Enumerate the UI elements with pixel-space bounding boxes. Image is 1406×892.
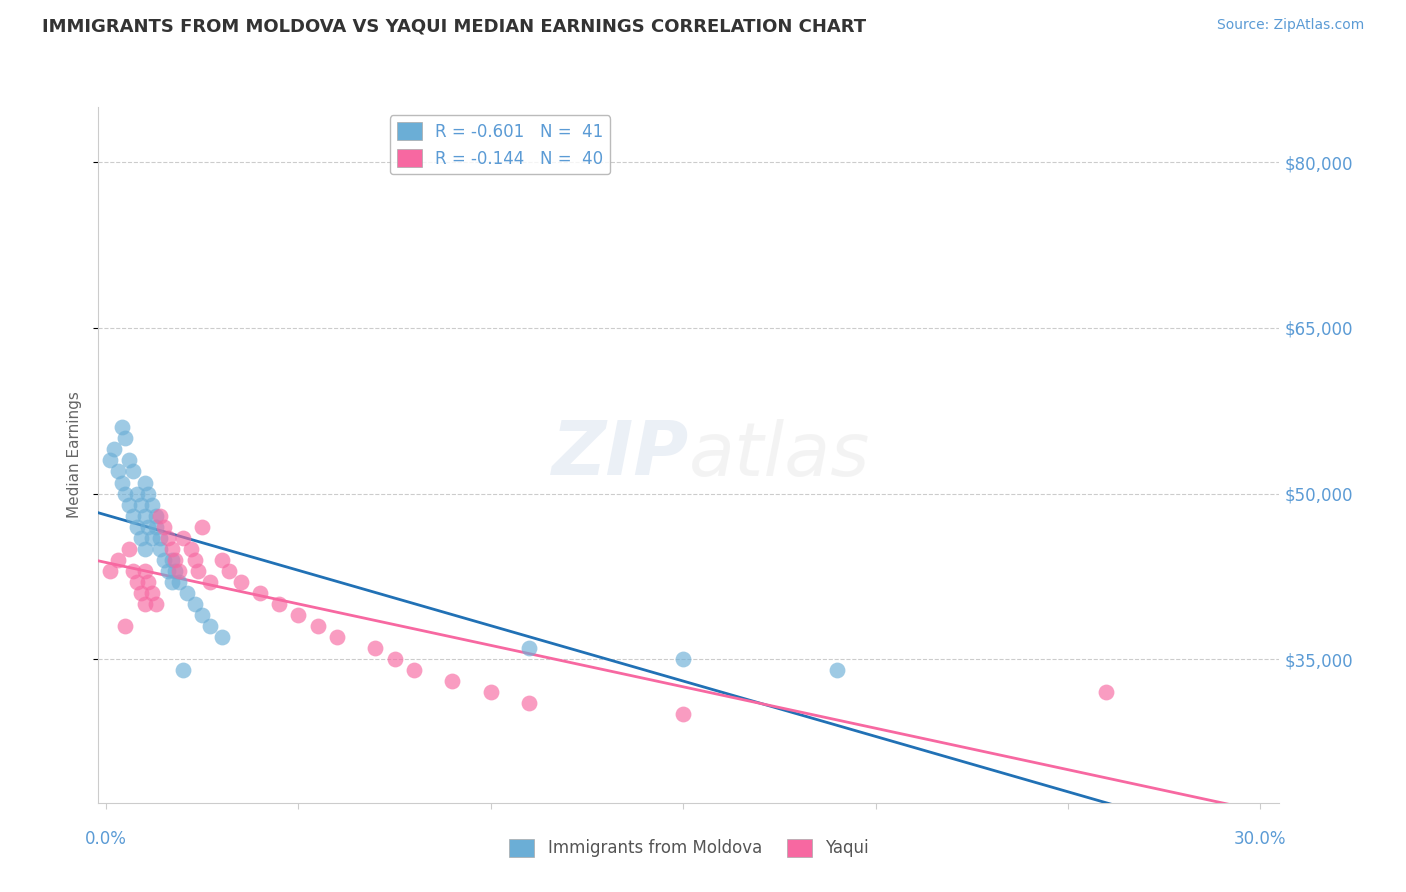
Point [145, 597, 167, 611]
Point [198, 574, 221, 589]
Point [160, 574, 183, 589]
Point [191, 608, 214, 623]
Point [149, 508, 172, 523]
Point [441, 674, 464, 689]
Point [160, 541, 183, 556]
Point [156, 564, 179, 578]
Y-axis label: Median Earnings: Median Earnings [66, 392, 82, 518]
Point [98, 453, 121, 467]
Point [183, 553, 205, 567]
Point [160, 553, 183, 567]
Point [153, 519, 176, 533]
Point [517, 641, 540, 656]
Point [326, 630, 349, 644]
Point [125, 574, 148, 589]
Point [141, 498, 163, 512]
Point [122, 564, 145, 578]
Point [110, 420, 132, 434]
Point [110, 475, 132, 490]
Point [165, 564, 187, 578]
Point [114, 431, 136, 445]
Point [145, 519, 167, 533]
Point [269, 597, 291, 611]
Point [517, 697, 540, 711]
Point [167, 564, 190, 578]
Text: 30.0%: 30.0% [1234, 830, 1286, 848]
Point [167, 574, 190, 589]
Text: ZIP: ZIP [551, 418, 689, 491]
Point [107, 465, 129, 479]
Point [118, 541, 141, 556]
Point [402, 663, 425, 677]
Point [172, 663, 194, 677]
Text: 0.0%: 0.0% [86, 830, 127, 848]
Point [1095, 685, 1118, 699]
Point [122, 508, 145, 523]
Point [229, 574, 252, 589]
Point [172, 531, 194, 545]
Point [114, 486, 136, 500]
Point [118, 498, 141, 512]
Point [138, 519, 160, 533]
Point [364, 641, 387, 656]
Point [825, 663, 848, 677]
Point [122, 465, 145, 479]
Point [114, 619, 136, 633]
Point [218, 564, 240, 578]
Point [125, 519, 148, 533]
Point [672, 707, 695, 722]
Point [141, 586, 163, 600]
Point [107, 553, 129, 567]
Point [198, 619, 221, 633]
Point [180, 541, 202, 556]
Point [125, 486, 148, 500]
Point [118, 453, 141, 467]
Point [145, 508, 167, 523]
Point [165, 553, 187, 567]
Point [211, 630, 233, 644]
Point [156, 531, 179, 545]
Point [98, 564, 121, 578]
Point [134, 597, 156, 611]
Point [149, 531, 172, 545]
Point [479, 685, 502, 699]
Point [141, 531, 163, 545]
Point [129, 586, 152, 600]
Point [103, 442, 125, 457]
Text: Source: ZipAtlas.com: Source: ZipAtlas.com [1216, 18, 1364, 32]
Point [176, 586, 198, 600]
Point [138, 574, 160, 589]
Point [211, 553, 233, 567]
Point [129, 498, 152, 512]
Point [153, 553, 176, 567]
Point [129, 531, 152, 545]
Point [191, 519, 214, 533]
Point [149, 541, 172, 556]
Point [183, 597, 205, 611]
Point [187, 564, 209, 578]
Legend: Immigrants from Moldova, Yaqui: Immigrants from Moldova, Yaqui [502, 832, 876, 864]
Text: IMMIGRANTS FROM MOLDOVA VS YAQUI MEDIAN EARNINGS CORRELATION CHART: IMMIGRANTS FROM MOLDOVA VS YAQUI MEDIAN … [42, 18, 866, 36]
Point [138, 486, 160, 500]
Text: atlas: atlas [689, 419, 870, 491]
Point [384, 652, 406, 666]
Point [672, 652, 695, 666]
Point [134, 564, 156, 578]
Point [134, 475, 156, 490]
Point [249, 586, 271, 600]
Point [134, 541, 156, 556]
Point [134, 508, 156, 523]
Point [287, 608, 309, 623]
Point [307, 619, 329, 633]
